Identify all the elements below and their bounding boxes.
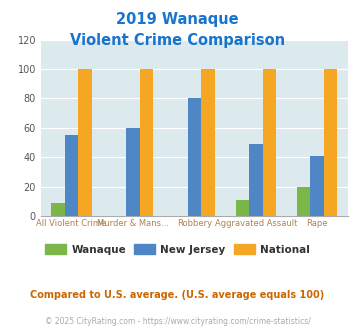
Bar [78, 69, 92, 216]
Text: Compared to U.S. average. (U.S. average equals 100): Compared to U.S. average. (U.S. average … [31, 290, 324, 300]
Text: All Violent Crime: All Violent Crime [37, 219, 106, 228]
Text: Robbery: Robbery [177, 219, 212, 228]
Bar [249, 144, 263, 216]
Bar [324, 69, 338, 216]
Text: 2019 Wanaque: 2019 Wanaque [116, 12, 239, 26]
Text: Violent Crime Comparison: Violent Crime Comparison [70, 33, 285, 48]
Bar [126, 128, 140, 216]
Bar [140, 69, 153, 216]
Text: © 2025 CityRating.com - https://www.cityrating.com/crime-statistics/: © 2025 CityRating.com - https://www.city… [45, 317, 310, 326]
Bar [263, 69, 276, 216]
Bar [235, 200, 249, 216]
Bar [201, 69, 215, 216]
Bar [297, 187, 310, 216]
Bar [310, 156, 324, 216]
Bar [65, 135, 78, 216]
Legend: Wanaque, New Jersey, National: Wanaque, New Jersey, National [41, 240, 314, 259]
Bar [187, 98, 201, 216]
Text: Murder & Mans...: Murder & Mans... [97, 219, 169, 228]
Text: Aggravated Assault: Aggravated Assault [214, 219, 297, 228]
Text: Rape: Rape [306, 219, 328, 228]
Bar [51, 203, 65, 216]
